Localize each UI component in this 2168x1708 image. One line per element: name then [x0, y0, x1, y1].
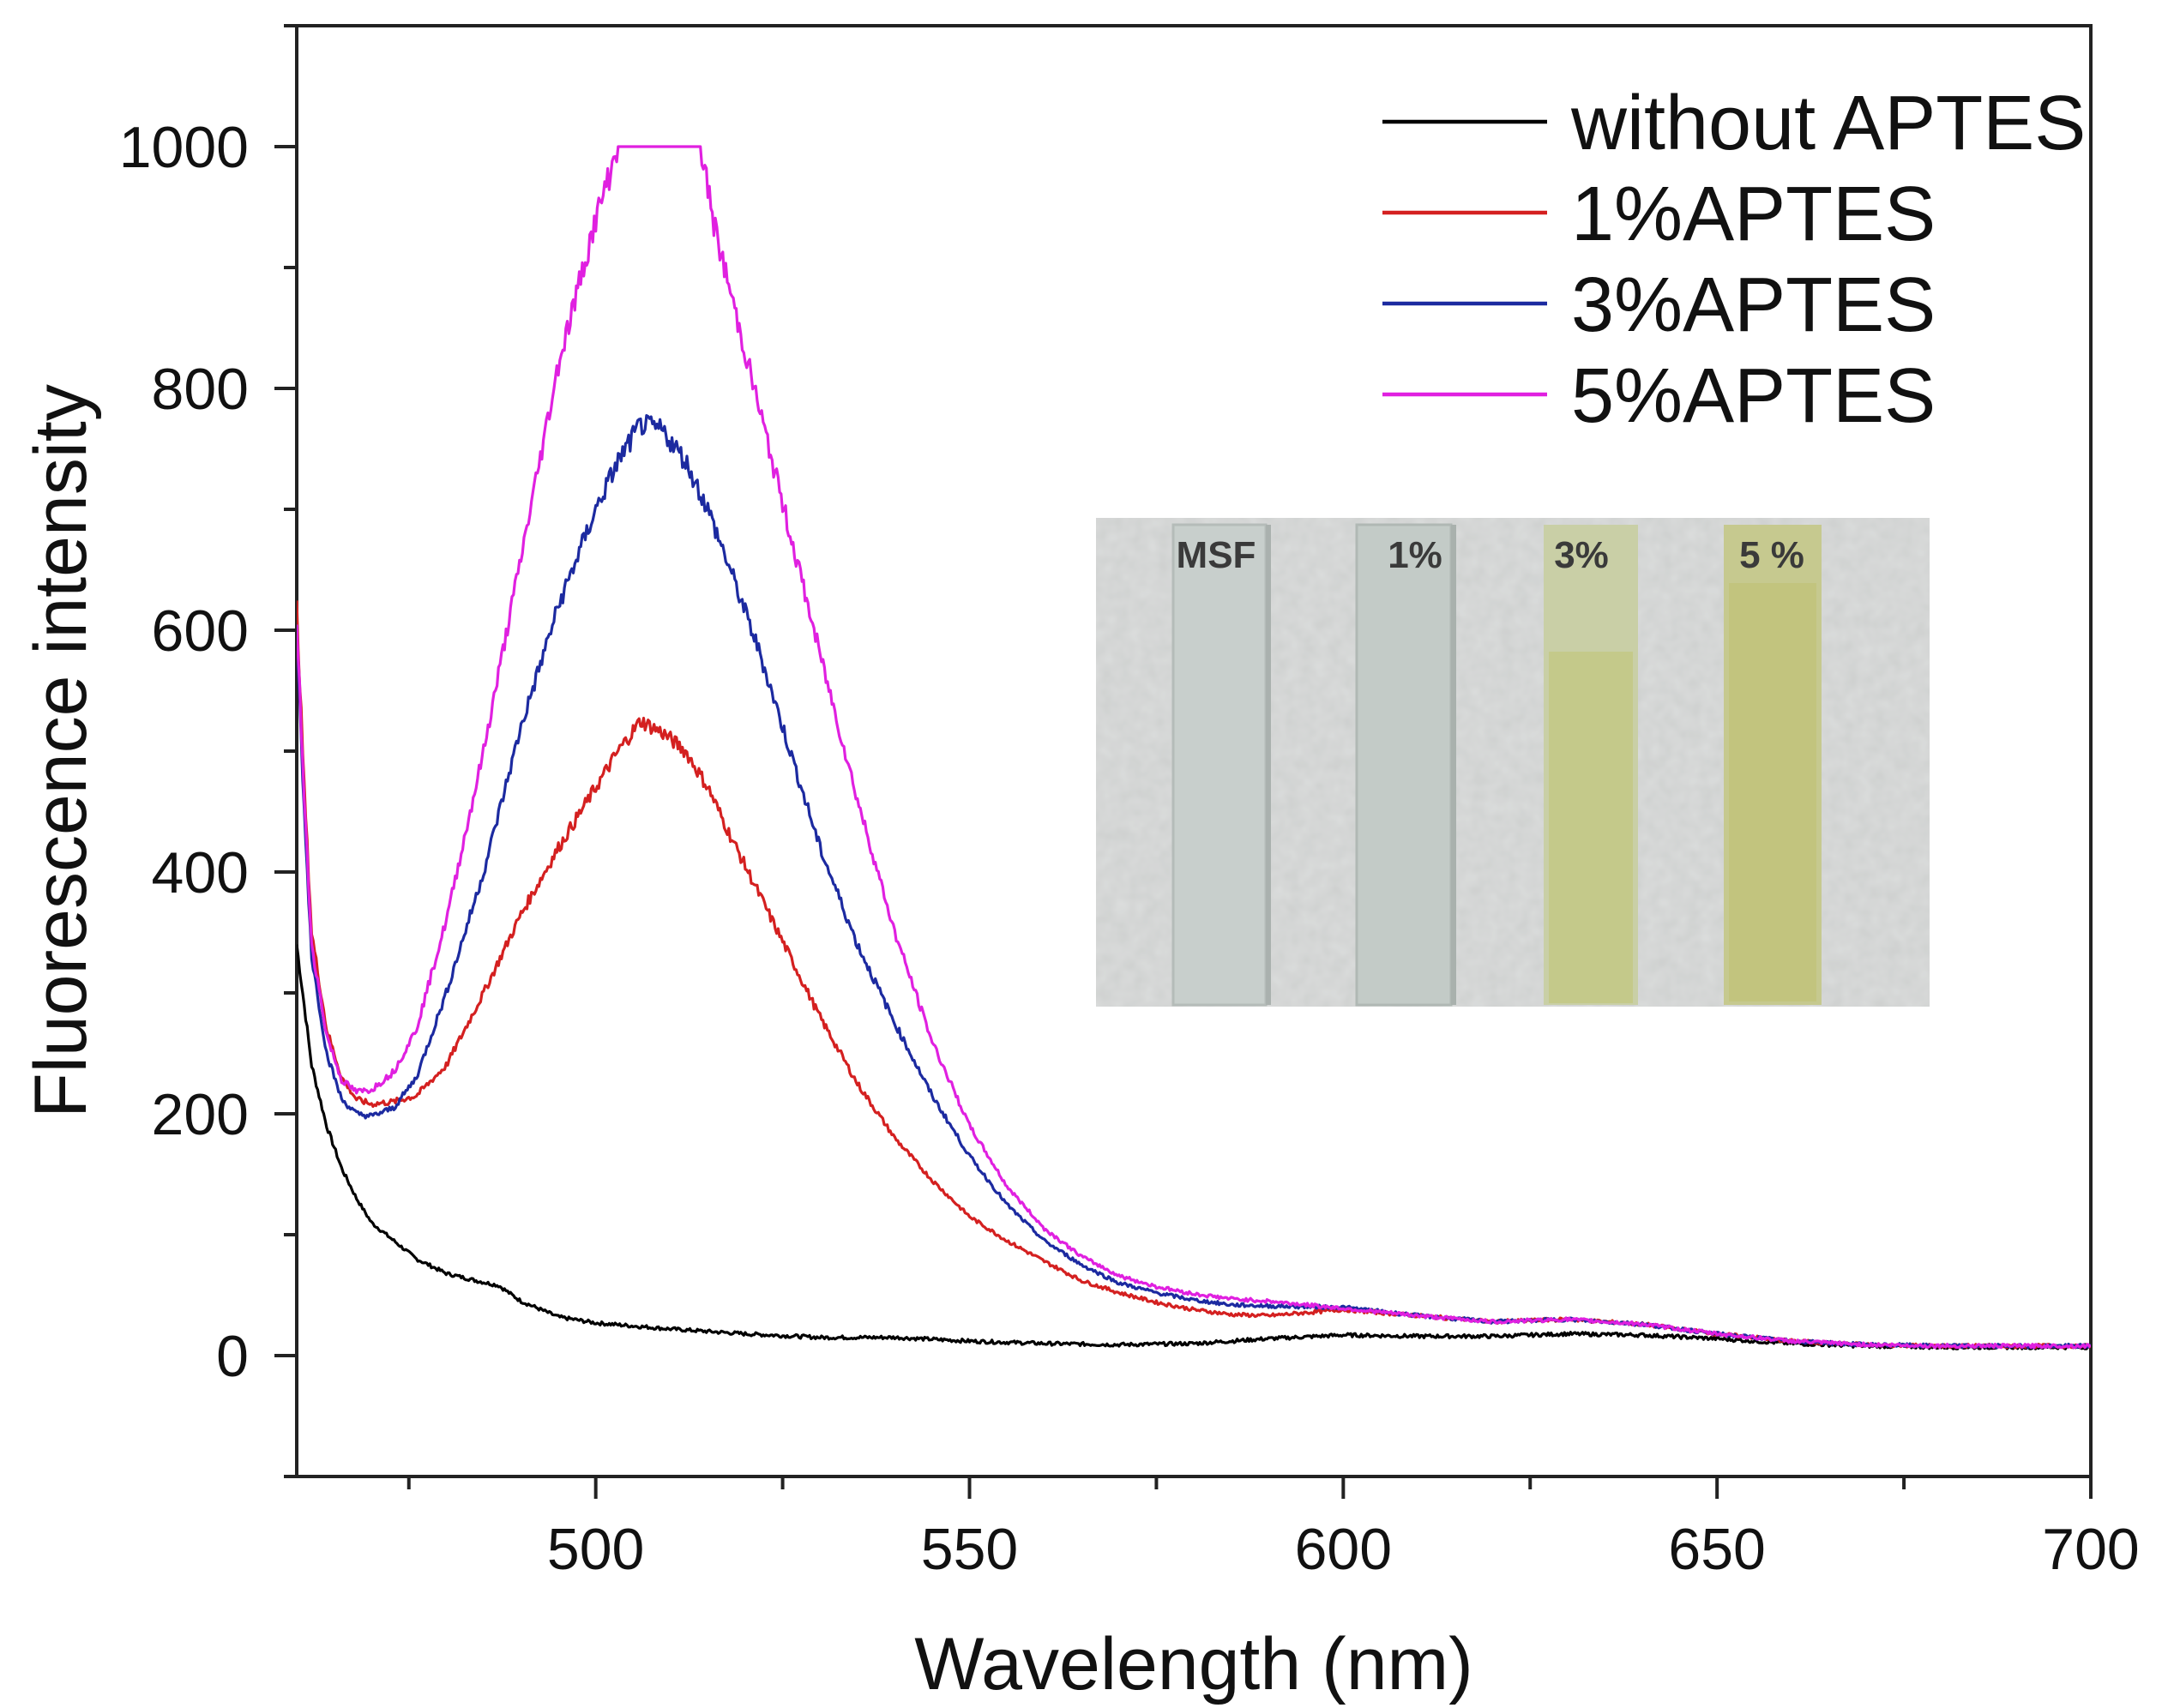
strip-msf-edge	[1266, 525, 1271, 1005]
strip-5pct-tint	[1729, 583, 1816, 1001]
x-tick-label: 500	[547, 1517, 644, 1582]
legend-label-3: 5%APTES	[1571, 353, 1936, 439]
series-line-3	[297, 145, 2091, 1350]
x-axis-title: Wavelength (nm)	[914, 1623, 1473, 1705]
legend-label-2: 3%APTES	[1571, 262, 1936, 348]
x-tick-label: 700	[2042, 1517, 2139, 1582]
legend-label-1: 1%APTES	[1571, 171, 1936, 257]
y-axis-title: Fluorescence intensity	[20, 384, 102, 1118]
y-tick-label: 0	[216, 1324, 249, 1389]
series-layer	[297, 145, 2091, 1350]
strip-msf	[1171, 523, 1268, 1007]
strip-3pct-tint	[1549, 652, 1633, 1003]
y-tick-label: 200	[152, 1082, 249, 1147]
y-axis: 0 200 400 600 800 1000	[119, 24, 297, 1478]
x-axis: 500 550 600 650 700	[406, 1476, 2140, 1582]
y-tick-label: 400	[152, 840, 249, 905]
y-tick-label: 1000	[119, 115, 249, 180]
legend-label-0: without APTES	[1570, 81, 2086, 166]
strip-1pct-edge	[1451, 525, 1456, 1005]
y-tick-label: 600	[152, 598, 249, 664]
inset-label-msf: MSF	[1177, 534, 1256, 576]
inset-label-5pct: 5 %	[1739, 534, 1804, 576]
inset-label-1pct: 1%	[1388, 534, 1442, 576]
y-tick-label: 800	[152, 357, 249, 422]
strip-1pct	[1355, 523, 1453, 1007]
series-line-1	[297, 600, 2091, 1350]
x-tick-label: 550	[921, 1517, 1018, 1582]
x-tick-label: 600	[1295, 1517, 1392, 1582]
inset-label-3pct: 3%	[1554, 534, 1609, 576]
inset-photo: MSF 1% 3% 5 %	[1096, 518, 1930, 1007]
x-tick-label: 650	[1668, 1517, 1765, 1582]
